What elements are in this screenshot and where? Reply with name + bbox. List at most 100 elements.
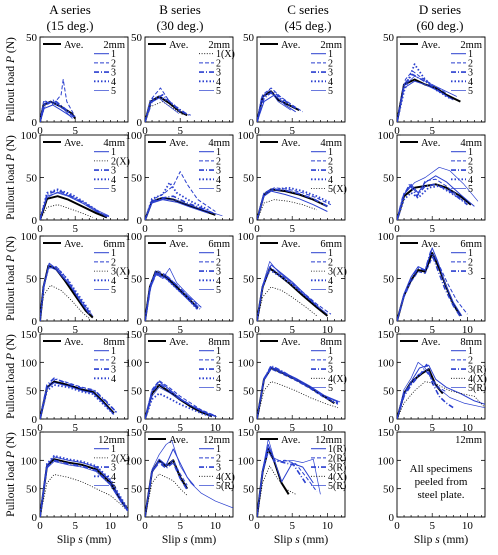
legend-label-average: Ave. [281,337,300,348]
x-tick-label: 0 [394,223,400,235]
legend-label: 5 [111,86,116,97]
series-group [257,438,321,517]
y-tick-label: 150 [378,427,395,439]
depth-label: 8mm [103,337,125,348]
series-line-1 [40,104,72,122]
legend-label: 3 [468,166,473,177]
y-tick-label: 100 [21,130,38,142]
column-angle-b: (30 deg.) [157,18,204,33]
y-tick-label: 50 [131,274,143,286]
legend-label: 4 [328,77,333,88]
y-tick-label: 50 [26,173,38,185]
y-tick-label: 0 [32,215,38,227]
series-line-ave [145,384,213,419]
x-tick-label: 5 [72,125,78,137]
legend-label-average: Ave. [169,40,188,51]
legend-label: 1 [468,147,473,158]
x-tick-label: 10 [462,422,474,434]
series-line-3 [397,250,462,321]
series-group [397,361,485,419]
legend-label: 4 [328,175,333,186]
y-axis-label-symbol: P [5,353,17,361]
legend-label: 2 [468,355,473,366]
series-group [145,440,233,517]
depth-label: 2mm [103,40,125,51]
legend-label-average: Ave. [281,40,300,51]
y-axis-label-symbol: P [5,255,17,263]
series-line-3 [145,195,216,220]
y-tick-label: 0 [389,316,395,328]
column-title-d: D series [419,2,461,17]
series-group [397,166,479,220]
x-tick-label: 0 [142,520,148,532]
series-group [40,262,94,321]
legend-label: 4 [216,77,221,88]
legend-label: 4(X) [328,374,347,385]
y-tick-label: 0 [389,512,395,524]
y-tick-label: 150 [126,329,143,341]
legend-label: 1(R) [328,444,346,455]
depth-label: 4mm [103,138,125,149]
y-axis-label: Pullout load P (N) [5,432,17,517]
legend-label: 4 [111,77,116,88]
panel-frame [256,431,346,518]
legend-label: 5 [216,86,221,97]
series-line-3-x [257,286,318,321]
series-line-2 [40,79,76,122]
x-tick-label: 10 [322,324,334,336]
y-tick-label: 100 [126,357,143,369]
y-tick-label: 0 [137,512,143,524]
series-line-4-x [145,473,188,517]
depth-label: 2mm [460,40,482,51]
y-axis-label-text: Pullout load [5,63,17,122]
y-tick-label: 100 [126,455,143,467]
x-tick-label: 0 [37,125,43,137]
legend-label: 2 [216,453,221,464]
legend-label: 4 [216,276,221,287]
legend-label: 3(R) [328,463,346,474]
panel-frame [144,36,234,123]
panel-frame [39,36,129,123]
legend-label: 2 [468,58,473,69]
legend-label: 1 [111,49,116,60]
legend-label: 5(R) [468,383,486,394]
series-line-3 [40,377,118,419]
x-tick-label: 5 [289,324,295,336]
y-tick-label: 50 [26,484,38,496]
legend-label-average: Ave. [421,40,440,51]
legend-label: 4 [216,374,221,385]
y-tick-label: 100 [378,130,395,142]
legend-label: 2 [111,257,116,268]
series-group [145,171,223,220]
legend-label: 3 [216,166,221,177]
series-line-3-r [397,363,454,419]
series-line-5 [40,101,73,122]
legend-label: 1 [468,346,473,357]
x-tick-label: 0 [37,422,43,434]
x-axis-label-unit: (mm) [83,534,112,546]
y-tick-label: 50 [131,386,143,398]
legend-label: 4(X) [468,374,487,385]
x-tick-label: 5 [289,223,295,235]
depth-label: 8mm [320,337,342,348]
y-tick-label: 50 [243,173,255,185]
series-group [397,63,461,122]
legend-label: 1 [111,248,116,259]
y-tick-label: 0 [32,414,38,426]
legend-label: 2 [328,355,333,366]
x-tick-label: 5 [177,223,183,235]
series-line-5 [40,266,94,321]
x-tick-label: 0 [254,223,260,235]
y-tick-label: 0 [249,117,255,129]
depth-label: 4mm [208,138,230,149]
y-axis-label-unit: (N) [5,236,17,255]
y-tick-label: 150 [378,329,395,341]
y-tick-label: 50 [383,173,395,185]
y-tick-label: 150 [126,427,143,439]
series-line-ave [40,380,115,419]
series-line-5 [40,191,110,220]
